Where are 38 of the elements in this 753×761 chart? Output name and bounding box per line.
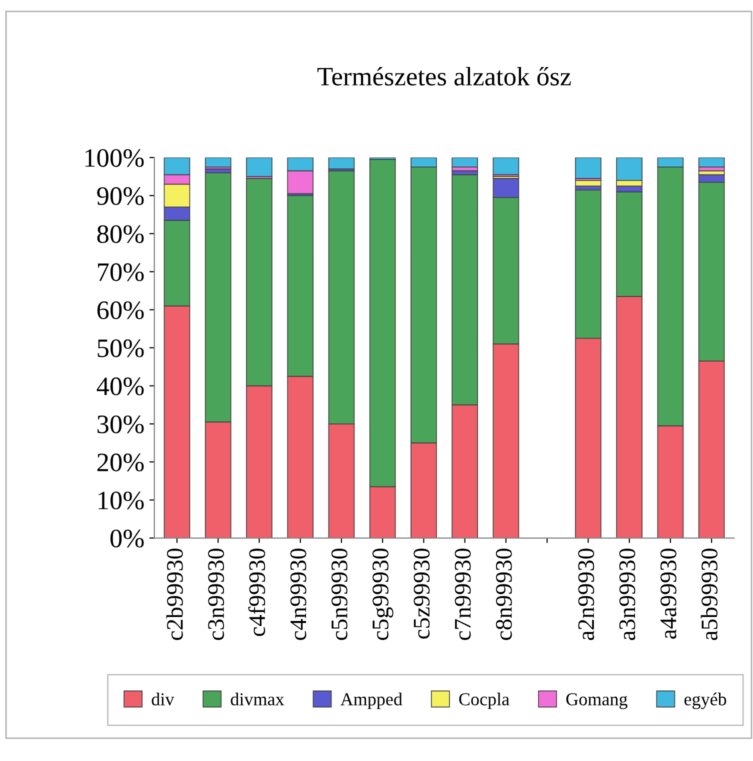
bar bbox=[575, 158, 602, 179]
legend-label: egyéb bbox=[684, 692, 726, 710]
x-tick-label: a2n99930 bbox=[578, 548, 594, 640]
legend-label: divmax bbox=[230, 692, 284, 706]
x-tick-label: c3n99930 bbox=[208, 548, 224, 640]
y-tick-label: 50% bbox=[98, 339, 144, 358]
chart-title: Természetes alzatok ősz bbox=[317, 66, 571, 86]
x-tick-label: c4f99930 bbox=[248, 548, 266, 636]
bar bbox=[698, 158, 725, 168]
x-tick-label: c8n99930 bbox=[496, 548, 512, 640]
bar bbox=[328, 158, 355, 170]
x-tick-label: c5z99930 bbox=[414, 548, 430, 639]
y-tick-label: 0% bbox=[110, 530, 144, 548]
y-tick-label: 40% bbox=[96, 377, 144, 396]
x-tick-label: c4n99930 bbox=[290, 548, 306, 640]
y-tick-label: 70% bbox=[98, 263, 144, 282]
x-tick-label: c5g99930 bbox=[372, 548, 394, 640]
y-tick-label: 60% bbox=[97, 301, 144, 320]
x-tick-label: a4a99930 bbox=[660, 548, 676, 639]
legend-label: Gomang bbox=[566, 693, 628, 710]
y-tick-label: 20% bbox=[97, 454, 144, 472]
y-tick-label: 90% bbox=[97, 187, 144, 206]
legend-label: Ampped bbox=[340, 692, 402, 710]
y-tick-label: 80% bbox=[97, 225, 144, 244]
legend-label: Cocpla bbox=[459, 692, 510, 710]
y-tick-label: 10% bbox=[98, 492, 144, 510]
bar bbox=[492, 158, 520, 176]
bar bbox=[204, 158, 232, 168]
y-tick-label: 30% bbox=[98, 415, 144, 434]
bar bbox=[452, 158, 478, 168]
bar bbox=[246, 158, 272, 177]
x-tick-label: a5b99930 bbox=[700, 548, 718, 640]
x-tick-label: c5n99930 bbox=[331, 548, 348, 640]
y-tick-label: 100% bbox=[85, 149, 144, 168]
x-tick-label: a3n99930 bbox=[619, 548, 636, 640]
legend-label: div bbox=[152, 692, 174, 706]
x-tick-label: c7n99930 bbox=[454, 548, 471, 640]
x-tick-label: c2b99930 bbox=[166, 548, 183, 640]
